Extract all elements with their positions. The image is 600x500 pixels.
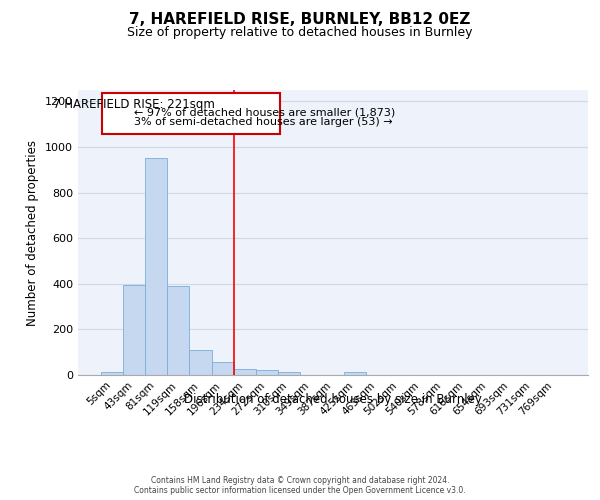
Bar [256,370,278,375]
Y-axis label: Number of detached properties: Number of detached properties [26,140,40,326]
Bar [278,372,300,375]
Text: Size of property relative to detached houses in Burnley: Size of property relative to detached ho… [127,26,473,39]
Bar [123,285,145,375]
Bar [233,370,256,375]
Bar [101,372,123,375]
Bar [167,286,190,375]
FancyBboxPatch shape [102,94,280,134]
Bar [344,372,366,375]
Text: 3% of semi-detached houses are larger (53) →: 3% of semi-detached houses are larger (5… [134,118,393,128]
Bar [190,350,212,375]
Text: 7, HAREFIELD RISE, BURNLEY, BB12 0EZ: 7, HAREFIELD RISE, BURNLEY, BB12 0EZ [130,12,470,28]
Text: ← 97% of detached houses are smaller (1,873): ← 97% of detached houses are smaller (1,… [134,107,395,117]
Text: Contains HM Land Registry data © Crown copyright and database right 2024.
Contai: Contains HM Land Registry data © Crown c… [134,476,466,495]
Text: 7 HAREFIELD RISE: 221sqm: 7 HAREFIELD RISE: 221sqm [53,98,215,111]
Text: Distribution of detached houses by size in Burnley: Distribution of detached houses by size … [184,392,482,406]
Bar [212,362,233,375]
Bar [145,158,167,375]
